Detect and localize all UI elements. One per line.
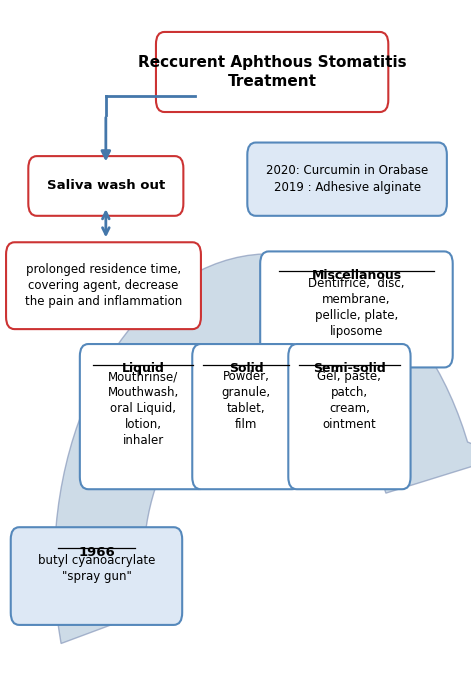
- Text: Powder,
granule,
tablet,
film: Powder, granule, tablet, film: [222, 371, 271, 432]
- Text: Gel, paste,
patch,
cream,
ointment: Gel, paste, patch, cream, ointment: [318, 371, 382, 432]
- Text: Semi-solid: Semi-solid: [313, 363, 386, 376]
- FancyBboxPatch shape: [288, 344, 410, 489]
- Text: 2020: Curcumin in Orabase
2019 : Adhesive alginate: 2020: Curcumin in Orabase 2019 : Adhesiv…: [266, 164, 428, 194]
- FancyBboxPatch shape: [28, 156, 183, 216]
- FancyBboxPatch shape: [80, 344, 207, 489]
- Text: Liquid: Liquid: [122, 363, 165, 376]
- Text: butyl cyanoacrylate
"spray gun": butyl cyanoacrylate "spray gun": [38, 553, 155, 583]
- Text: Dentifrice,  disc,
membrane,
pellicle, plate,
liposome: Dentifrice, disc, membrane, pellicle, pl…: [308, 277, 405, 338]
- Text: Solid: Solid: [229, 363, 264, 376]
- FancyBboxPatch shape: [260, 252, 453, 367]
- Text: Mouthrinse/
Mouthwash,
oral Liquid,
lotion,
inhaler: Mouthrinse/ Mouthwash, oral Liquid, loti…: [108, 371, 179, 447]
- Text: Miscellanous: Miscellanous: [311, 269, 401, 282]
- Text: Reccurent Aphthous Stomatitis
Treatment: Reccurent Aphthous Stomatitis Treatment: [138, 55, 406, 90]
- Text: Saliva wash out: Saliva wash out: [47, 179, 165, 192]
- FancyBboxPatch shape: [6, 242, 201, 329]
- FancyBboxPatch shape: [11, 527, 182, 625]
- FancyBboxPatch shape: [247, 142, 447, 216]
- Text: prolonged residence time,
covering agent, decrease
the pain and inflammation: prolonged residence time, covering agent…: [25, 263, 182, 308]
- Text: 1966: 1966: [78, 546, 115, 559]
- Polygon shape: [55, 254, 474, 644]
- FancyBboxPatch shape: [156, 32, 388, 112]
- FancyBboxPatch shape: [192, 344, 301, 489]
